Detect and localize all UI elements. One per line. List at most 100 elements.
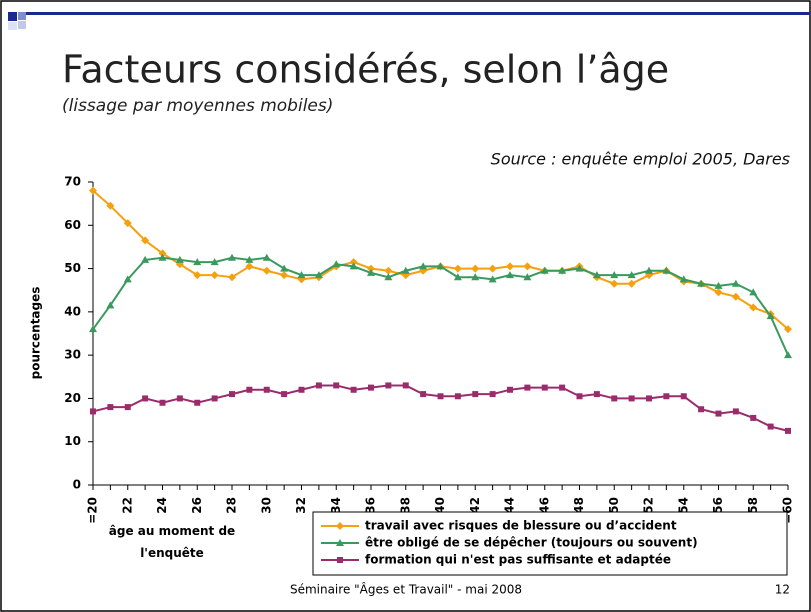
marker	[767, 423, 774, 430]
marker	[662, 266, 671, 274]
marker	[280, 271, 289, 280]
x-tick-label: 36	[364, 497, 378, 514]
x-tick-label: 24	[155, 497, 169, 514]
marker	[124, 404, 131, 411]
marker	[314, 271, 323, 279]
y-tick-label: 20	[64, 391, 81, 405]
y-tick-label: 50	[64, 261, 81, 275]
marker	[592, 271, 601, 279]
marker	[697, 279, 706, 287]
marker	[336, 539, 344, 546]
marker	[575, 264, 584, 272]
deco	[8, 12, 17, 21]
marker	[627, 271, 636, 279]
marker	[680, 393, 687, 400]
marker	[401, 266, 410, 274]
legend-label: être obligé de se dépêcher (toujours ou …	[365, 536, 698, 550]
marker	[89, 325, 97, 333]
marker	[141, 236, 150, 245]
legend-box	[312, 511, 788, 576]
marker	[176, 395, 183, 402]
marker	[749, 288, 758, 296]
marker	[453, 264, 462, 273]
marker	[523, 262, 532, 271]
marker	[211, 395, 218, 402]
marker	[158, 249, 167, 258]
x-tick-label: 30	[259, 497, 273, 514]
marker	[627, 279, 636, 288]
marker	[436, 262, 445, 270]
marker	[679, 275, 688, 283]
marker	[663, 393, 670, 400]
marker	[540, 266, 549, 274]
marker	[367, 268, 375, 276]
x-tick-label: 54	[676, 497, 690, 514]
x-axis-label: âge au moment de l'enquête	[108, 524, 236, 560]
y-axis-label: pourcentages	[29, 287, 43, 380]
marker	[524, 384, 531, 391]
x-tick-label: 50	[607, 497, 621, 514]
marker	[610, 271, 619, 279]
marker	[453, 273, 462, 281]
x-tick-label: 44	[503, 497, 517, 514]
marker	[297, 271, 306, 279]
marker	[281, 391, 288, 398]
page-number: 12	[775, 583, 790, 597]
y-tick-label: 40	[64, 304, 81, 318]
marker	[523, 273, 532, 281]
deco	[18, 21, 26, 29]
marker	[507, 386, 513, 393]
x-tick-label: 38	[398, 497, 412, 514]
marker	[368, 384, 374, 391]
marker	[402, 382, 409, 389]
marker	[280, 264, 289, 272]
marker	[506, 271, 514, 279]
y-tick-label: 30	[64, 348, 81, 362]
marker	[628, 395, 635, 402]
marker	[262, 253, 271, 261]
marker	[471, 264, 480, 273]
top-rule	[26, 12, 810, 15]
marker	[714, 288, 723, 297]
marker	[159, 399, 166, 406]
x-tick-label: 56	[711, 497, 725, 514]
marker	[420, 391, 427, 398]
marker	[732, 408, 739, 415]
marker	[262, 266, 271, 275]
y-tick-label: 70	[64, 175, 81, 189]
marker	[228, 253, 236, 261]
marker	[333, 382, 340, 389]
marker	[123, 219, 132, 228]
x-tick-label: 26	[190, 497, 204, 514]
marker	[245, 262, 254, 271]
marker	[384, 266, 393, 275]
title: Facteurs considérés, selon l’âge	[62, 48, 669, 92]
marker	[611, 395, 618, 402]
marker	[210, 258, 219, 266]
marker	[349, 258, 358, 267]
marker	[471, 273, 480, 281]
x-tick-label: 22	[120, 497, 134, 514]
marker	[337, 557, 343, 563]
marker	[332, 260, 341, 268]
marker	[385, 382, 392, 389]
deco	[8, 22, 17, 30]
marker	[645, 266, 653, 274]
marker	[559, 384, 566, 391]
marker	[367, 264, 375, 273]
x-tick-label: 32	[294, 497, 308, 514]
marker	[731, 279, 740, 287]
marker	[90, 408, 96, 415]
marker	[472, 391, 479, 398]
marker	[384, 273, 393, 281]
marker	[731, 292, 740, 301]
x-tick-label: 46	[537, 497, 551, 514]
marker	[298, 386, 305, 393]
y-tick-label: 60	[64, 218, 81, 232]
marker	[123, 275, 132, 283]
y-tick-label: 0	[73, 478, 81, 492]
marker	[593, 391, 600, 398]
marker	[175, 255, 184, 263]
marker	[89, 186, 97, 195]
marker	[610, 279, 619, 288]
